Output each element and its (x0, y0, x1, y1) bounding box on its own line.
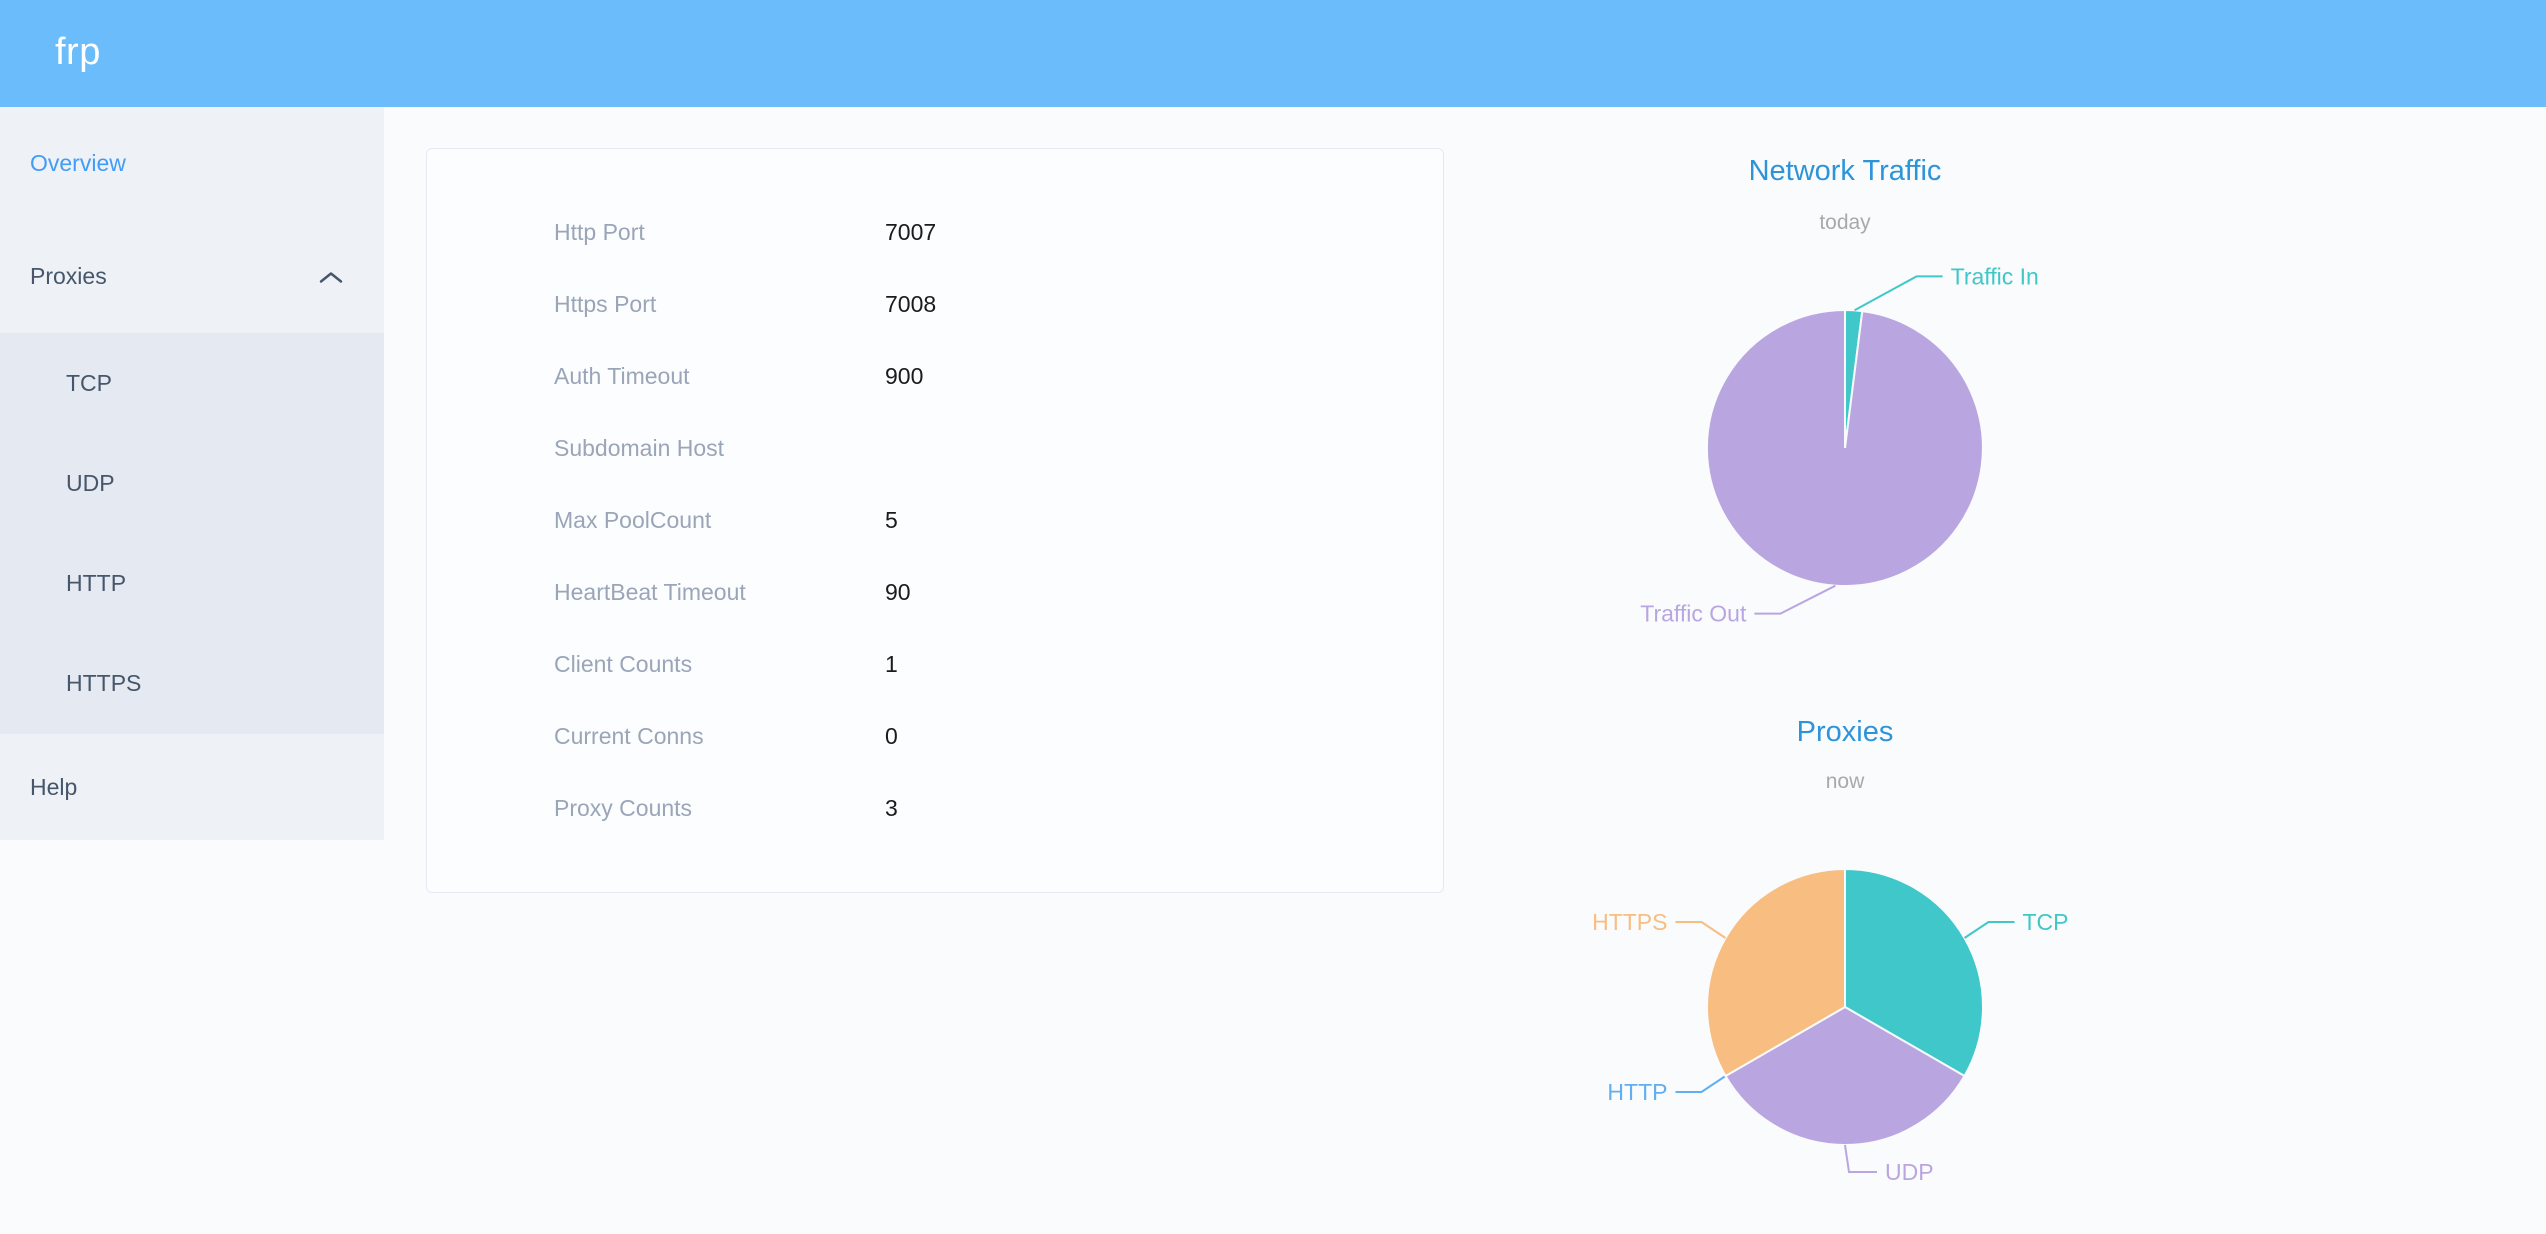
row-label: Current Conns (554, 722, 704, 749)
row-label: Http Port (554, 219, 645, 246)
sidebar-item-overview-label: Overview (30, 150, 126, 176)
pie-slice-tcp[interactable] (1844, 867, 1984, 1078)
pie-slice-traffic-out[interactable] (1705, 308, 1984, 587)
row-value: 7007 (885, 219, 937, 246)
sidebar: Overview Proxies TCP UDP HTTP HTTPS Help (0, 107, 384, 840)
sidebar-item-udp-label: UDP (66, 469, 115, 496)
pie-label-http: HTTP (1607, 1079, 1667, 1105)
sidebar-item-overview[interactable]: Overview (0, 107, 384, 220)
pie-label-line-udp (1844, 1144, 1877, 1173)
pie-slice-https[interactable] (1706, 867, 1846, 1078)
pie-slice-udp[interactable] (1724, 1005, 1966, 1146)
pie-label-line-tcp (1963, 921, 2015, 939)
app-header: frp (0, 0, 2546, 107)
row-label: Subdomain Host (554, 435, 725, 462)
table-row: Current Conns 0 (427, 700, 1443, 772)
app-logo: frp (55, 30, 101, 73)
row-label: Max PoolCount (554, 507, 712, 533)
row-value: 3 (885, 794, 898, 821)
network-traffic-pie[interactable]: Traffic In Traffic Out (1500, 240, 2200, 720)
table-row: Auth Timeout 900 (427, 341, 1443, 413)
sidebar-item-https[interactable]: HTTPS (0, 634, 384, 734)
table-row: Max PoolCount 5 (427, 485, 1443, 557)
sidebar-item-proxies[interactable]: Proxies (0, 220, 384, 333)
pie-label-line-http (1675, 1075, 1727, 1093)
sidebar-item-tcp-label: TCP (66, 369, 112, 396)
row-value: 900 (885, 363, 924, 390)
proxies-title: Proxies (1796, 716, 1894, 748)
row-label: Proxy Counts (554, 794, 693, 821)
table-row: Client Counts 1 (427, 628, 1443, 700)
network-traffic-title: Network Traffic (1748, 155, 1942, 187)
row-value: 7008 (885, 291, 937, 318)
row-value: 5 (885, 507, 898, 533)
row-label: Auth Timeout (554, 363, 690, 390)
proxies-pie[interactable]: TCP UDP HTTP HTTPS (1500, 800, 2200, 1234)
table-row: Subdomain Host (427, 413, 1443, 485)
proxies-submenu: TCP UDP HTTP HTTPS (0, 333, 384, 734)
sidebar-item-help-label: Help (30, 773, 78, 800)
pie-label-udp: UDP (1885, 1159, 1934, 1185)
pie-label-https: HTTPS (1592, 909, 1667, 935)
row-label: Client Counts (554, 650, 693, 677)
proxies-subtitle: now (1825, 770, 1865, 793)
server-config-card: Http Port 7007 Https Port 7008 Auth Time… (426, 148, 1444, 893)
row-label: HeartBeat Timeout (554, 578, 746, 605)
charts-column: Network Traffic today Traffic In Traffic … (1500, 107, 2190, 1234)
sidebar-item-proxies-label: Proxies (30, 263, 107, 289)
row-value: 1 (885, 650, 898, 677)
pie-label-line-https (1675, 921, 1727, 939)
table-row: HeartBeat Timeout 90 (427, 556, 1443, 628)
pie-label-line-traffic-in (1854, 275, 1943, 312)
table-row: Proxy Counts 3 (427, 772, 1443, 844)
pie-label-traffic-in: Traffic In (1951, 263, 2039, 289)
table-row: Http Port 7007 (427, 197, 1443, 269)
row-value: 0 (885, 722, 898, 749)
pie-label-line-traffic-out (1754, 584, 1836, 615)
sidebar-item-https-label: HTTPS (66, 670, 142, 697)
sidebar-item-help[interactable]: Help (0, 734, 384, 840)
sidebar-item-udp[interactable]: UDP (0, 433, 384, 533)
sidebar-item-http-label: HTTP (66, 570, 127, 597)
sidebar-item-tcp[interactable]: TCP (0, 333, 384, 433)
network-traffic-subtitle: today (1819, 211, 1871, 234)
sidebar-item-http[interactable]: HTTP (0, 534, 384, 634)
row-label: Https Port (554, 291, 657, 318)
chevron-up-icon (318, 269, 344, 284)
row-value: 90 (885, 578, 911, 605)
pie-label-tcp: TCP (2023, 909, 2069, 935)
table-row: Https Port 7008 (427, 269, 1443, 341)
pie-label-traffic-out: Traffic Out (1640, 601, 1747, 627)
